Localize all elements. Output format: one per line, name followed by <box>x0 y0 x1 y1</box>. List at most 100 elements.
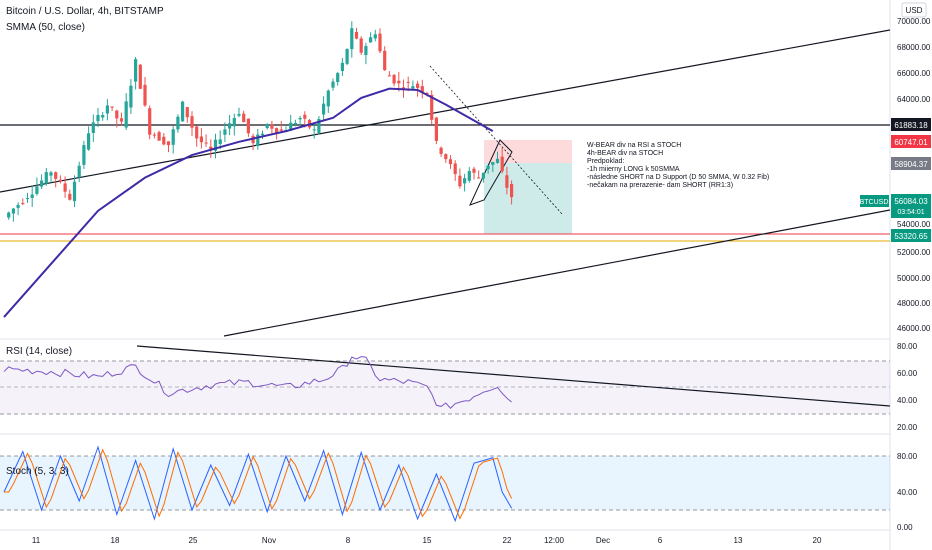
candle-body <box>157 132 161 141</box>
candle-body <box>44 172 48 184</box>
candlestick-series <box>7 21 514 222</box>
candle-body <box>359 38 363 53</box>
candle-body <box>336 73 340 83</box>
candle-body <box>279 129 283 131</box>
price-label-text: 60747.01 <box>894 138 928 147</box>
candle-body <box>246 118 250 134</box>
candle-body <box>416 83 420 88</box>
symbol-title[interactable]: Bitcoin / U.S. Dollar, 4h, BITSTAMP <box>6 6 164 17</box>
note-line: Predpoklad: <box>587 158 624 165</box>
symbol-tag-text: BTCUSD <box>860 199 889 206</box>
candle-body <box>190 116 194 128</box>
price-label-text: 53320.65 <box>894 232 928 241</box>
stoch-d-line <box>4 448 513 520</box>
currency-label: USD <box>906 6 923 15</box>
candle-body <box>105 105 109 114</box>
smma-line <box>3 87 494 318</box>
time-tick: Nov <box>262 536 276 545</box>
stoch-k-line <box>3 445 513 523</box>
rsi-line <box>3 356 512 409</box>
candle-body <box>265 123 269 129</box>
candle-body <box>500 156 504 172</box>
candle-body <box>21 202 25 204</box>
take-profit-zone[interactable] <box>484 163 572 234</box>
indicator-label[interactable]: SMMA (50, close) <box>6 22 85 33</box>
time-tick: 8 <box>346 536 351 545</box>
candle-body <box>68 193 72 200</box>
time-axis[interactable]: 11 18 25 Nov 8 15 22 12:00 Dec 6 13 20 <box>32 536 822 545</box>
candle-body <box>58 179 62 182</box>
candle-body <box>129 85 133 108</box>
price-tick: 48000.00 <box>897 299 931 308</box>
candle-body <box>63 183 67 192</box>
candle-body <box>77 165 81 178</box>
rsi-trend-line[interactable] <box>136 345 891 407</box>
descending-projection-line[interactable] <box>429 65 563 215</box>
note-line: -následne SHORT na D Support (D 50 SMMA,… <box>587 174 769 181</box>
stoch-tick: 40.00 <box>897 488 918 497</box>
candle-body <box>40 180 44 187</box>
candle-body <box>232 118 236 127</box>
candle-body <box>119 118 124 122</box>
candle-body <box>472 168 476 173</box>
trade-note[interactable]: W-BEAR div na RSI a STOCH 4h-BEAR div na… <box>587 142 769 189</box>
candle-body <box>477 177 481 179</box>
candle-body <box>218 139 222 145</box>
time-tick: 18 <box>111 536 120 545</box>
price-label-text: 56084.03 <box>894 197 928 206</box>
candle-body <box>312 129 316 131</box>
candle-body <box>134 59 138 82</box>
candle-body <box>209 146 213 150</box>
rsi-tick: 40.00 <box>897 396 918 405</box>
candle-body <box>458 175 462 187</box>
rsi-axis: 80.00 60.00 40.00 20.00 <box>897 342 918 432</box>
candle-body <box>30 194 34 198</box>
candle-body <box>495 158 500 163</box>
price-label-target <box>891 229 931 242</box>
rising-channel[interactable] <box>469 139 513 206</box>
candle-body <box>223 129 227 135</box>
candle-body <box>420 86 424 92</box>
candle-body <box>373 34 377 39</box>
candle-body <box>434 117 438 141</box>
candle-body <box>87 133 91 150</box>
candle-body <box>467 171 471 181</box>
time-tick: 22 <box>503 536 512 545</box>
price-tick: 54000.00 <box>897 220 931 229</box>
time-tick: Dec <box>596 536 610 545</box>
candle-body <box>298 117 302 120</box>
stoch-label[interactable]: Stoch (5, 3, 3) <box>6 466 69 477</box>
candle-body <box>364 46 368 56</box>
candle-body <box>289 122 293 131</box>
symbol-tag <box>860 195 889 207</box>
upper-trend-line[interactable] <box>0 29 891 193</box>
candle-body <box>148 108 152 135</box>
rsi-tick: 20.00 <box>897 423 918 432</box>
candle-body <box>25 198 30 200</box>
candle-body <box>49 172 53 176</box>
price-label-text: 58904.37 <box>894 160 928 169</box>
candle-body <box>430 94 434 120</box>
candle-body <box>11 208 15 214</box>
candle-body <box>213 139 218 151</box>
rsi-label[interactable]: RSI (14, close) <box>6 346 72 357</box>
price-tick: 64000.00 <box>897 95 931 104</box>
rsi-tick: 80.00 <box>897 342 918 351</box>
candle-body <box>448 159 453 165</box>
currency-button[interactable] <box>901 2 927 18</box>
candle-body <box>392 74 396 84</box>
price-label-entry <box>891 157 931 170</box>
price-tick: 50000.00 <box>897 274 931 283</box>
price-axis[interactable]: 70000.00 68000.00 66000.00 64000.00 5400… <box>897 17 931 333</box>
candle-body <box>260 133 265 136</box>
candle-body <box>181 101 185 122</box>
candle-body <box>228 123 232 129</box>
candle-body <box>303 114 307 119</box>
candle-body <box>16 204 20 208</box>
candle-body <box>72 181 77 202</box>
time-tick: 11 <box>32 536 41 545</box>
candle-body <box>383 50 387 71</box>
stoch-tick: 80.00 <box>897 452 918 461</box>
lower-trend-line[interactable] <box>223 209 891 337</box>
